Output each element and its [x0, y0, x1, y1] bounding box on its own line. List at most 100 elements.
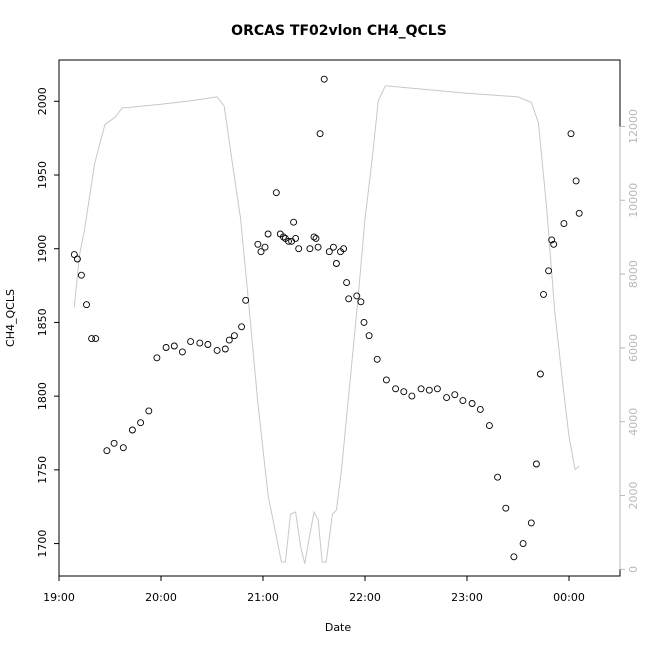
- data-point: [425, 386, 433, 394]
- data-point: [295, 245, 303, 253]
- data-point: [145, 407, 153, 415]
- y-tick-label: 1750: [36, 456, 49, 484]
- y2-tick-label: 4000: [627, 408, 640, 436]
- data-point: [178, 348, 186, 356]
- y2-tick-label: 10000: [627, 183, 640, 218]
- data-point: [204, 341, 212, 348]
- data-point: [290, 218, 298, 226]
- data-point: [548, 236, 556, 244]
- y2-tick-label: 2000: [627, 482, 640, 510]
- y-tick-label: 1900: [36, 235, 49, 263]
- y-tick-label: 1950: [36, 161, 49, 189]
- data-point: [103, 447, 111, 455]
- x-tick-label: 23:00: [451, 591, 483, 604]
- data-point: [567, 130, 575, 138]
- y2-tick-label: 6000: [627, 334, 640, 362]
- data-point: [285, 237, 292, 245]
- data-point: [392, 385, 400, 393]
- data-point: [540, 290, 547, 298]
- data-point: [536, 370, 544, 378]
- x-tick-label: 19:00: [43, 591, 75, 604]
- data-point: [77, 271, 85, 279]
- altitude-series-line: [73, 85, 580, 564]
- altitude-line-layer: [73, 85, 580, 564]
- data-point: [468, 400, 476, 407]
- data-point: [170, 342, 178, 350]
- y-axis-left: 1700 1750 1800 1850 1900 1950 2000: [36, 87, 60, 558]
- data-point: [443, 394, 451, 402]
- data-point: [485, 422, 493, 430]
- data-point: [238, 323, 246, 331]
- y-tick-label: 2000: [36, 87, 49, 115]
- data-point: [128, 426, 136, 434]
- data-point: [187, 338, 195, 346]
- data-point: [83, 301, 90, 309]
- data-point: [225, 336, 233, 344]
- data-point: [532, 460, 540, 468]
- data-point: [345, 295, 353, 303]
- y-axis-label: CH4_QCLS: [4, 289, 17, 347]
- data-point: [357, 298, 365, 306]
- x-axis: 19:00 20:00 21:00 22:00 23:00 00:00: [43, 575, 585, 604]
- x-tick-label: 00:00: [553, 591, 585, 604]
- data-point: [575, 209, 583, 217]
- data-point: [360, 318, 368, 326]
- data-point: [196, 339, 204, 347]
- data-point: [310, 233, 318, 241]
- data-point: [572, 177, 580, 185]
- data-point: [382, 376, 390, 384]
- data-point: [230, 332, 238, 340]
- x-tick-label: 20:00: [145, 591, 177, 604]
- x-axis-label: Date: [325, 621, 352, 634]
- data-point: [272, 189, 280, 197]
- data-point: [137, 419, 145, 427]
- data-point: [510, 553, 518, 561]
- data-point: [306, 245, 314, 253]
- data-point: [545, 267, 553, 275]
- data-point: [92, 335, 100, 343]
- y2-tick-label: 8000: [627, 260, 640, 288]
- data-point: [254, 240, 262, 248]
- data-point: [329, 243, 337, 251]
- y2-tick-label: 12000: [627, 109, 640, 144]
- data-point: [365, 332, 373, 340]
- data-point: [373, 355, 381, 363]
- data-point: [332, 260, 340, 267]
- data-point: [279, 233, 287, 241]
- data-point: [264, 230, 272, 238]
- y-tick-label: 1700: [36, 530, 49, 558]
- data-point: [162, 344, 170, 351]
- y-axis-right: 0 2000 4000 6000 8000 10000 12000: [619, 109, 640, 573]
- data-point: [340, 245, 348, 253]
- data-point: [353, 292, 361, 300]
- data-point: [242, 296, 250, 304]
- data-point: [312, 234, 320, 242]
- chart-title: ORCAS TF02vlon CH4_QCLS: [231, 23, 447, 39]
- x-tick-label: 22:00: [349, 591, 381, 604]
- data-point: [459, 397, 467, 405]
- data-point: [88, 335, 96, 343]
- data-point: [257, 248, 265, 256]
- data-point: [73, 255, 81, 263]
- data-point: [325, 248, 333, 256]
- y-tick-label: 1850: [36, 308, 49, 336]
- data-point: [527, 519, 535, 527]
- data-point: [502, 504, 510, 512]
- data-points-layer: [70, 75, 583, 561]
- data-point: [417, 385, 425, 393]
- data-point: [292, 234, 300, 242]
- data-point: [560, 220, 568, 228]
- data-point: [519, 540, 527, 548]
- data-point: [343, 279, 351, 287]
- data-point: [494, 473, 502, 481]
- data-point: [476, 405, 484, 413]
- x-tick-label: 21:00: [247, 591, 279, 604]
- data-point: [110, 439, 118, 447]
- data-point: [119, 444, 127, 452]
- data-point: [221, 345, 229, 353]
- data-point: [261, 243, 269, 251]
- data-point: [451, 391, 459, 399]
- data-point: [314, 243, 322, 251]
